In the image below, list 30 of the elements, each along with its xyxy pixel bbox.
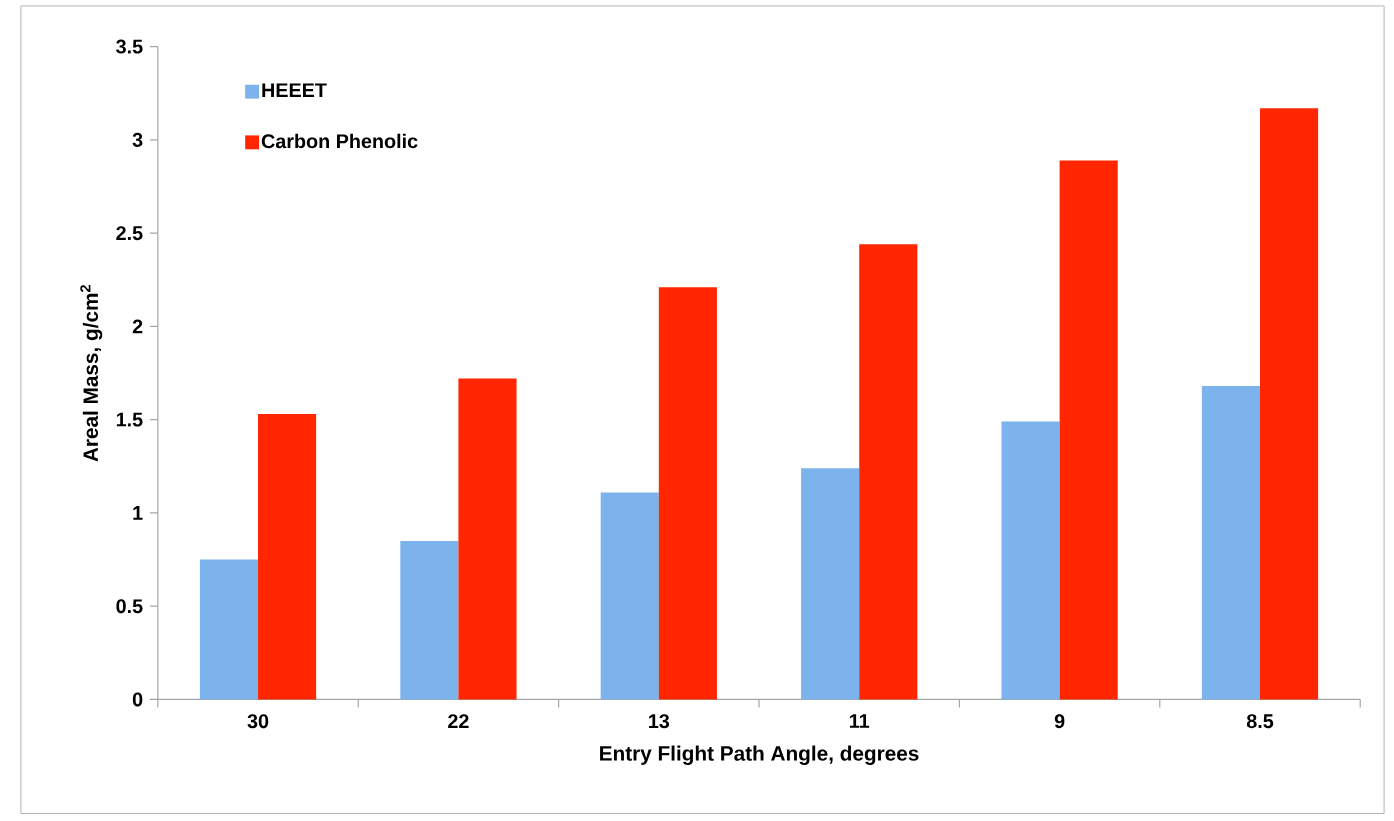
bar bbox=[1260, 107, 1319, 700]
bar bbox=[859, 244, 918, 700]
y-tick-label: 3 bbox=[132, 132, 143, 147]
y-axis-title: Areal Mass, g/cm$^{2}$ bbox=[80, 284, 103, 462]
bar bbox=[258, 413, 317, 700]
y-tick-label: 1.5 bbox=[116, 412, 143, 427]
bar bbox=[1059, 160, 1118, 700]
x-tick-label: 9 bbox=[1054, 713, 1065, 728]
x-tick-label: 13 bbox=[649, 713, 670, 728]
y-tick-label: 0 bbox=[132, 692, 143, 707]
bar bbox=[1201, 385, 1261, 700]
x-tick-label: 11 bbox=[850, 713, 870, 728]
y-tick-label: 2 bbox=[132, 319, 143, 334]
x-tick-label: 22 bbox=[448, 713, 469, 728]
x-tick-label: 30 bbox=[247, 713, 269, 728]
y-tick-label: 0.5 bbox=[116, 598, 143, 613]
x-tick-label: 8.5 bbox=[1246, 713, 1274, 728]
bar bbox=[400, 540, 459, 700]
x-axis-title: Entry Flight Path Angle, degrees bbox=[600, 745, 919, 765]
bar bbox=[600, 492, 659, 700]
y-tick-label: 2.5 bbox=[116, 225, 143, 240]
legend-label: Carbon Phenolic bbox=[261, 133, 418, 148]
bar bbox=[801, 467, 860, 700]
bar bbox=[658, 286, 717, 700]
y-tick-label: 3.5 bbox=[116, 39, 143, 54]
y-tick-label: 1 bbox=[133, 505, 143, 520]
bar bbox=[458, 378, 517, 700]
bar bbox=[199, 559, 259, 700]
legend-label: HEEET bbox=[262, 83, 327, 97]
bar bbox=[1001, 421, 1060, 700]
